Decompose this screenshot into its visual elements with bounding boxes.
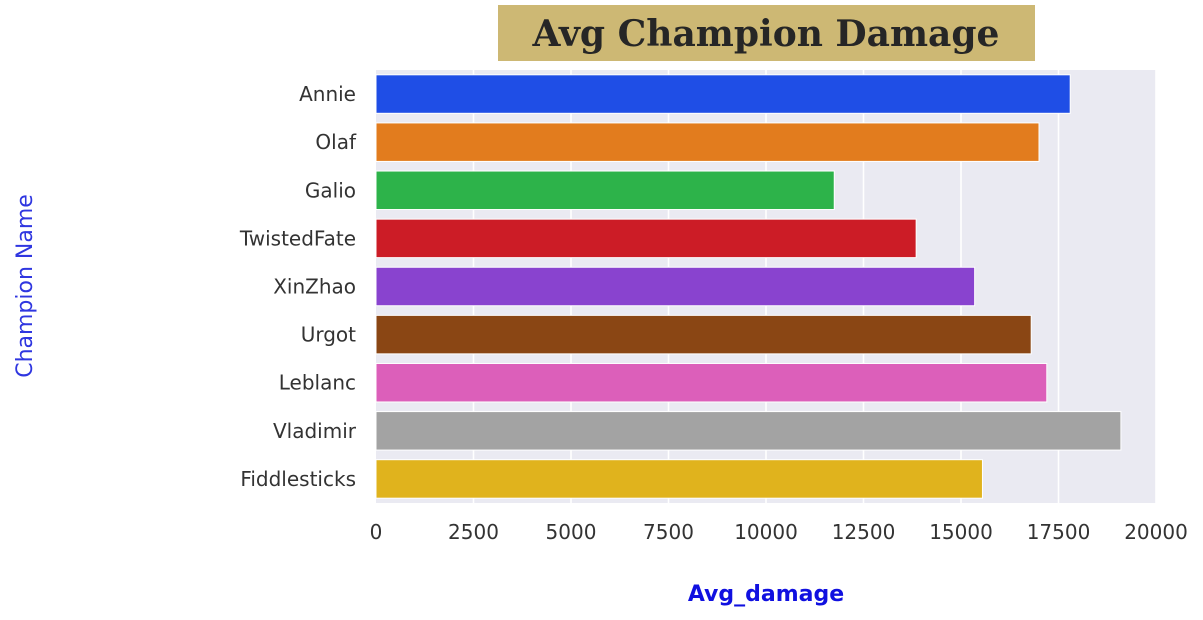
x-tick-label: 15000 <box>929 520 993 544</box>
x-tick-label: 10000 <box>734 520 798 544</box>
y-tick-label: Galio <box>305 178 356 202</box>
y-tick-label: XinZhao <box>273 275 356 299</box>
chart-title-background <box>498 5 1035 61</box>
y-tick-label: Annie <box>299 82 356 106</box>
x-tick-label: 20000 <box>1124 520 1188 544</box>
y-tick-label: Urgot <box>301 323 356 347</box>
y-tick-label: Fiddlesticks <box>240 467 356 491</box>
y-tick-label: Leblanc <box>279 371 356 395</box>
bar-annie <box>375 74 1071 114</box>
bar-galio <box>375 170 835 211</box>
x-tick-labels: 0 2500 5000 7500 10000 12500 15000 17500 20000 <box>370 520 1188 544</box>
bar-vladimir <box>375 411 1122 451</box>
x-axis-label: Avg_damage <box>688 582 844 607</box>
y-axis-label: Champion Name <box>13 194 38 378</box>
x-tick-label: 2500 <box>448 520 499 544</box>
bar-fiddlesticks <box>375 459 983 499</box>
bar-xinzhao <box>375 266 976 307</box>
x-tick-label: 0 <box>370 520 383 544</box>
chart-title: Avg Champion Damage <box>532 13 1000 55</box>
y-tick-labels: Annie Olaf Galio TwistedFate XinZhao Urgot Leb… <box>239 82 357 491</box>
x-tick-label: 5000 <box>546 520 597 544</box>
x-tick-label: 12500 <box>832 520 896 544</box>
x-tick-label: 17500 <box>1027 520 1091 544</box>
y-tick-label: Vladimir <box>273 419 357 443</box>
y-tick-label: TwistedFate <box>239 226 356 250</box>
bar-twistedfate <box>375 218 917 259</box>
bar-leblanc <box>375 362 1048 403</box>
y-tick-label: Olaf <box>315 130 357 154</box>
bar-olaf <box>375 122 1040 162</box>
x-tick-label: 7500 <box>643 520 694 544</box>
bar-urgot <box>375 314 1032 355</box>
bars <box>375 74 1122 499</box>
